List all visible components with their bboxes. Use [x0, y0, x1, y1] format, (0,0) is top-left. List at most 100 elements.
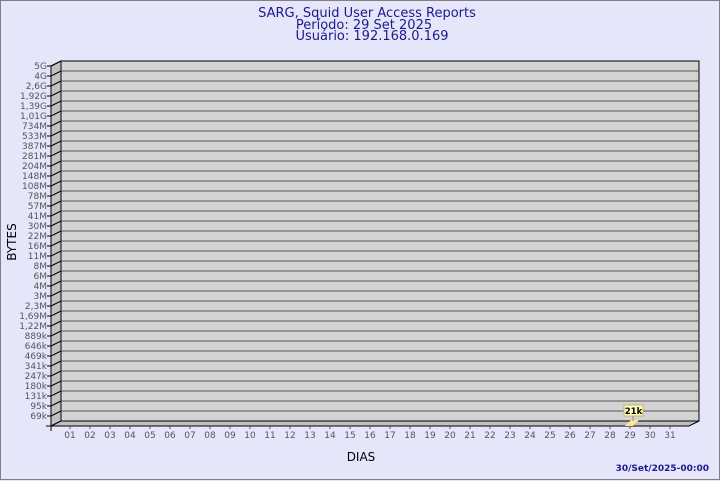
x-tick-label: 18 — [404, 431, 416, 441]
grid-slant — [50, 360, 62, 367]
y-tick-label: 69k — [30, 412, 47, 422]
grid-slant — [50, 110, 62, 117]
y-tick-label: 533M — [22, 132, 47, 142]
y-tick-label: 1,92G — [20, 92, 47, 102]
y-tick-label: 387M — [22, 142, 47, 152]
grid-slant — [50, 70, 62, 77]
grid-slant — [50, 80, 62, 87]
y-tick-label: 4M — [34, 282, 48, 292]
grid-slant — [50, 410, 62, 417]
x-tick-label: 15 — [344, 431, 355, 441]
y-tick-label: 3M — [34, 292, 48, 302]
x-tick-label: 08 — [204, 431, 216, 441]
grid-slant — [50, 380, 62, 387]
y-tick-label: 8M — [34, 262, 48, 272]
grid-slant — [50, 230, 62, 237]
x-tick-label: 14 — [324, 431, 336, 441]
grid-slant — [50, 370, 62, 377]
grid-slant — [50, 320, 62, 327]
x-tick-label: 24 — [524, 431, 536, 441]
x-tick-label: 25 — [544, 431, 555, 441]
y-tick-label: 341k — [25, 362, 48, 372]
y-tick-label: 2,6G — [26, 82, 47, 92]
y-tick-label: 57M — [28, 202, 47, 212]
x-tick-label: 17 — [384, 431, 395, 441]
bar-label-box — [623, 404, 644, 417]
chart-period: Período: 29 Set 2025 — [296, 18, 432, 33]
grid-slant — [50, 280, 62, 287]
grid-slant — [50, 390, 62, 397]
x-tick-label: 19 — [424, 431, 436, 441]
grid-slant — [50, 240, 62, 247]
y-tick-label: 281M — [22, 152, 47, 162]
y-tick-label: 148M — [22, 172, 47, 182]
grid-slant — [50, 210, 62, 217]
grid-slant — [50, 60, 62, 67]
x-tick-label: 30 — [644, 431, 656, 441]
chart-user: Usuário: 192.168.0.169 — [295, 29, 448, 44]
x-tick-label: 22 — [484, 431, 495, 441]
grid-slant — [50, 250, 62, 257]
y-tick-label: 22M — [28, 232, 47, 242]
y-tick-label: 78M — [28, 192, 47, 202]
x-tick-label: 16 — [364, 431, 376, 441]
grid-slant — [50, 100, 62, 107]
y-tick-label: 889k — [25, 332, 48, 342]
y-tick-label: 11M — [28, 252, 47, 262]
bar-day-29 — [625, 420, 639, 426]
y-tick-label: 2,3M — [25, 302, 47, 312]
x-tick-label: 03 — [104, 431, 115, 441]
x-tick-label: 21 — [464, 431, 475, 441]
y-tick-label: 204M — [22, 162, 47, 172]
y-axis-label: BYTES — [5, 223, 19, 260]
y-tick-label: 1,01G — [20, 112, 47, 122]
x-tick-label: 06 — [164, 431, 176, 441]
grid-slant — [50, 400, 62, 407]
y-tick-label: 108M — [22, 182, 47, 192]
x-tick-label: 27 — [584, 431, 595, 441]
y-tick-label: 6M — [34, 272, 48, 282]
y-tick-label: 131k — [25, 392, 48, 402]
y-tick-label: 180k — [25, 382, 48, 392]
timestamp: 30/Set/2025-00:00 — [616, 464, 709, 474]
y-tick-label: 5G — [34, 62, 47, 72]
y-tick-label: 1,69M — [19, 312, 47, 322]
grid-slant — [50, 290, 62, 297]
x-tick-label: 09 — [224, 431, 236, 441]
x-tick-label: 29 — [624, 431, 636, 441]
y-tick-label: 1,39G — [20, 102, 47, 112]
grid-slant — [50, 170, 62, 177]
grid-slant — [50, 120, 62, 127]
grid-slant — [50, 130, 62, 137]
grid-slant — [50, 160, 62, 167]
x-tick-label: 10 — [244, 431, 256, 441]
y-tick-label: 30M — [28, 222, 47, 232]
grid-slant — [50, 90, 62, 97]
grid-slant — [50, 220, 62, 227]
chart-title: SARG, Squid User Access Reports — [258, 6, 476, 21]
floor — [50, 420, 700, 427]
grid-slant — [50, 200, 62, 207]
bar-data-label: 21k — [625, 407, 643, 417]
y-tick-label: 1,22M — [19, 322, 47, 332]
y-tick-label: 95k — [30, 402, 47, 412]
grid-slant — [50, 190, 62, 197]
x-tick-label: 20 — [444, 431, 456, 441]
x-tick-label: 26 — [564, 431, 576, 441]
x-tick-label: 02 — [84, 431, 95, 441]
x-tick-label: 07 — [184, 431, 195, 441]
y-tick-label: 16M — [28, 242, 47, 252]
y-tick-label: 646k — [25, 342, 48, 352]
grid-slant — [50, 270, 62, 277]
grid-slant — [50, 310, 62, 317]
grid-slant — [50, 180, 62, 187]
x-tick-label: 05 — [144, 431, 155, 441]
grid-slant — [50, 140, 62, 147]
y-tick-label: 41M — [28, 212, 47, 222]
grid-slant — [50, 150, 62, 157]
grid-slant — [50, 260, 62, 267]
y-tick-label: 734M — [22, 122, 47, 132]
y-tick-label: 469k — [25, 352, 48, 362]
